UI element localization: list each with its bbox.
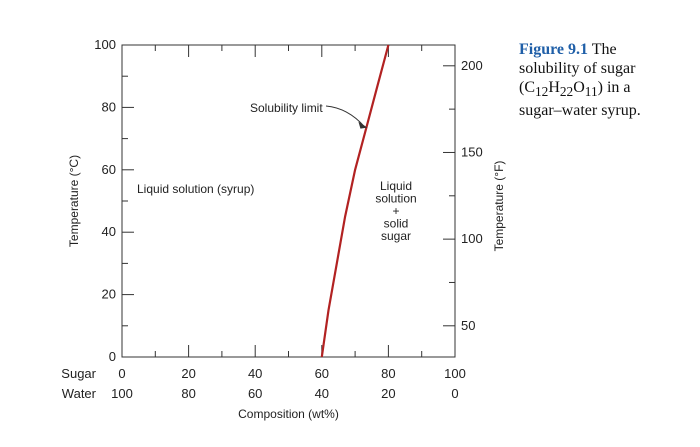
y-axis-title: Temperature (°C) bbox=[67, 155, 81, 247]
y-tick-label: 60 bbox=[102, 162, 116, 177]
x-tick-label: 20 bbox=[381, 386, 395, 401]
x-tick-label: 80 bbox=[181, 386, 195, 401]
y2-tick-label: 100 bbox=[461, 231, 483, 246]
two-phase-label: solution bbox=[375, 192, 416, 206]
x-tick-label: 80 bbox=[381, 366, 395, 381]
x-row-name: Water bbox=[62, 386, 97, 401]
figure-caption: Figure 9.1 The solubility of sugar (C12H… bbox=[519, 40, 694, 120]
y-tick-label: 0 bbox=[109, 349, 116, 364]
x-tick-label: 0 bbox=[118, 366, 125, 381]
solubility-limit-arrowhead bbox=[358, 121, 368, 129]
caption-text-4: sugar–water syrup. bbox=[519, 102, 641, 120]
y-tick-label: 80 bbox=[102, 99, 116, 114]
x-tick-label: 40 bbox=[315, 386, 329, 401]
x-row-name: Sugar bbox=[61, 366, 96, 381]
caption-figure-number: Figure 9.1 bbox=[519, 41, 589, 58]
x-tick-label: 60 bbox=[248, 386, 262, 401]
y2-tick-label: 150 bbox=[461, 144, 483, 159]
two-phase-label: solid bbox=[384, 217, 409, 231]
caption-text-2: solubility of sugar bbox=[519, 60, 636, 77]
caption-formula: (C12H22O11) bbox=[519, 79, 603, 100]
x-tick-label: 40 bbox=[248, 366, 262, 381]
two-phase-label: sugar bbox=[381, 229, 411, 243]
solubility-curve bbox=[320, 44, 390, 358]
x-tick-label: 60 bbox=[315, 366, 329, 381]
y2-tick-label: 200 bbox=[461, 58, 483, 73]
two-phase-label: + bbox=[392, 204, 399, 218]
x-tick-label: 100 bbox=[444, 366, 466, 381]
x-tick-label: 20 bbox=[181, 366, 195, 381]
x-tick-label: 0 bbox=[451, 386, 458, 401]
liquid-solution-label: Liquid solution (syrup) bbox=[137, 182, 254, 196]
y-tick-label: 100 bbox=[94, 37, 116, 52]
x-tick-label: 100 bbox=[111, 386, 133, 401]
y2-tick-label: 50 bbox=[461, 318, 475, 333]
solubility-limit-label: Solubility limit bbox=[250, 101, 323, 115]
y-tick-label: 40 bbox=[102, 224, 116, 239]
y-tick-label: 20 bbox=[102, 287, 116, 302]
two-phase-label: Liquid bbox=[380, 179, 412, 193]
caption-text-3: in a bbox=[606, 79, 631, 96]
caption-text-1: The bbox=[591, 41, 617, 58]
curve-layer bbox=[320, 44, 390, 358]
y2-axis-title: Temperature (°F) bbox=[492, 161, 506, 252]
x-axis-title: Composition (wt%) bbox=[238, 407, 339, 421]
solubility-limit-arrow bbox=[325, 105, 365, 128]
